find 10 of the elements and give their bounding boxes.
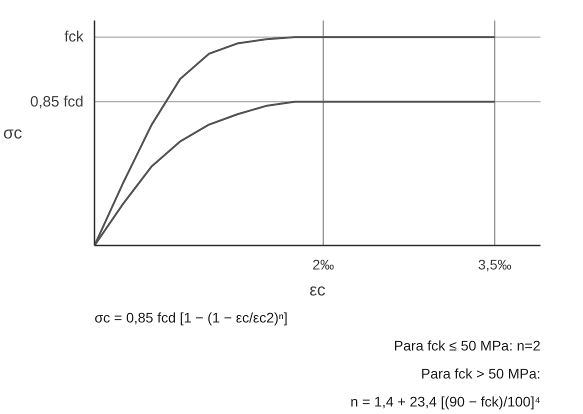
y-axis-title: σc (3, 124, 23, 142)
text: σc = 0,85 fcd [1 − (1 − εc/εc2)ⁿ] (94, 310, 288, 326)
ref-line-label: 0,85 fcd (30, 93, 84, 110)
text: Para fck ≤ 50 MPa: n=2 (394, 338, 541, 354)
text: Para fck > 50 MPa: (421, 366, 541, 382)
x-axis-title: εc (309, 280, 326, 300)
x-tick-label: 2‰ (312, 256, 334, 272)
ref-line-label: fck (64, 28, 84, 46)
x-tick-label: 3,5‰ (478, 256, 512, 272)
text: n = 1,4 + 23,4 [(90 − fck)/100]⁴ (350, 394, 541, 410)
